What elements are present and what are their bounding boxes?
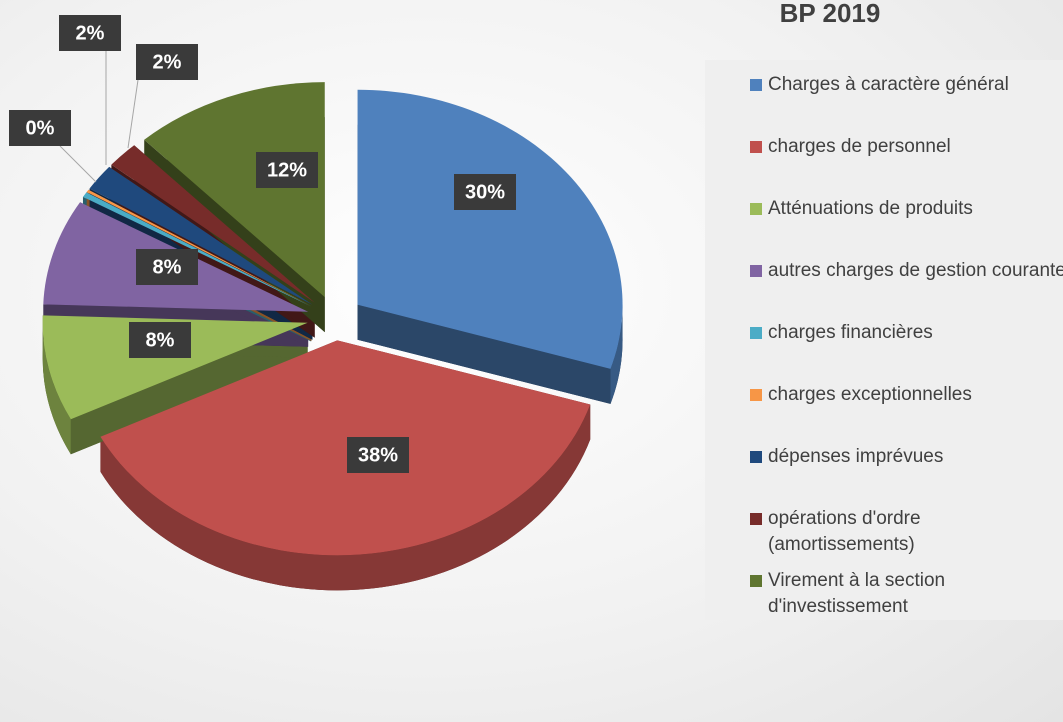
legend-item: charges financières bbox=[750, 320, 1063, 346]
slice bbox=[111, 145, 315, 303]
leader-line bbox=[59, 145, 97, 183]
legend-swatch bbox=[750, 79, 762, 91]
legend-swatch bbox=[750, 451, 762, 463]
data-label-box bbox=[136, 249, 198, 285]
data-label: 8% bbox=[146, 329, 175, 351]
plot: 30% 38% 8% 8% 0% 2% 2% 12% bbox=[9, 15, 623, 591]
legend-label: Charges à caractère général bbox=[768, 74, 1009, 95]
slice bbox=[89, 166, 313, 305]
legend-swatch bbox=[750, 389, 762, 401]
legend-item: charges exceptionnelles bbox=[750, 382, 1063, 408]
data-label-box bbox=[136, 44, 198, 80]
legend-item: Virement à la section d'investissement bbox=[750, 568, 1063, 620]
data-label: 2% bbox=[76, 22, 105, 44]
data-label-box bbox=[59, 15, 121, 51]
legend-swatch bbox=[750, 265, 762, 277]
data-label: 38% bbox=[358, 444, 398, 466]
data-label: 12% bbox=[267, 159, 307, 181]
legend-label: Virement à la section d'investissement bbox=[768, 570, 946, 617]
legend-swatch bbox=[750, 513, 762, 525]
data-label: 0% bbox=[26, 117, 55, 139]
slice bbox=[144, 82, 325, 298]
slice-edge bbox=[357, 304, 611, 404]
legend-item: autres charges de gestion courante bbox=[750, 258, 1063, 284]
legend-swatch bbox=[750, 203, 762, 215]
data-label-box bbox=[347, 437, 409, 473]
legend-item: Atténuations de produits bbox=[750, 196, 1063, 222]
leader-lines bbox=[59, 50, 139, 183]
slice bbox=[42, 315, 308, 420]
legend-item: charges de personnel bbox=[750, 134, 1063, 160]
data-label-box bbox=[129, 322, 191, 358]
slice-side bbox=[42, 322, 71, 455]
legend-label: charges exceptionnelles bbox=[768, 384, 972, 405]
legend-label: Atténuations de produits bbox=[768, 198, 973, 219]
data-label-box bbox=[9, 110, 71, 146]
leader-line bbox=[127, 79, 139, 149]
slice-side bbox=[610, 304, 623, 404]
slice-side bbox=[100, 404, 591, 591]
data-label-box bbox=[256, 152, 318, 188]
legend-label: charges de personnel bbox=[768, 136, 951, 157]
legend-swatch bbox=[750, 141, 762, 153]
legend-item: dépenses imprévues bbox=[750, 444, 1063, 470]
legend-label: dépenses imprévues bbox=[768, 446, 944, 467]
chart-title: BP 2019 bbox=[779, 0, 881, 28]
legend-label: opérations d'ordre (amortissements) bbox=[768, 508, 921, 555]
data-label-box bbox=[454, 174, 516, 210]
data-label: 2% bbox=[153, 51, 182, 73]
slices bbox=[42, 82, 623, 556]
legend-swatch bbox=[750, 575, 762, 587]
legend-label: charges financières bbox=[768, 322, 933, 343]
legend-item: opérations d'ordre (amortissements) bbox=[750, 506, 1063, 558]
legend: Charges à caractère général charges de pe… bbox=[705, 60, 1063, 620]
slice bbox=[100, 340, 591, 556]
slice bbox=[86, 189, 312, 307]
slice bbox=[357, 89, 623, 369]
data-label: 30% bbox=[465, 181, 505, 203]
data-label: 8% bbox=[153, 256, 182, 278]
legend-item: Charges à caractère général bbox=[750, 72, 1063, 98]
legend-swatch bbox=[750, 327, 762, 339]
legend-label: autres charges de gestion courante bbox=[768, 260, 1063, 281]
